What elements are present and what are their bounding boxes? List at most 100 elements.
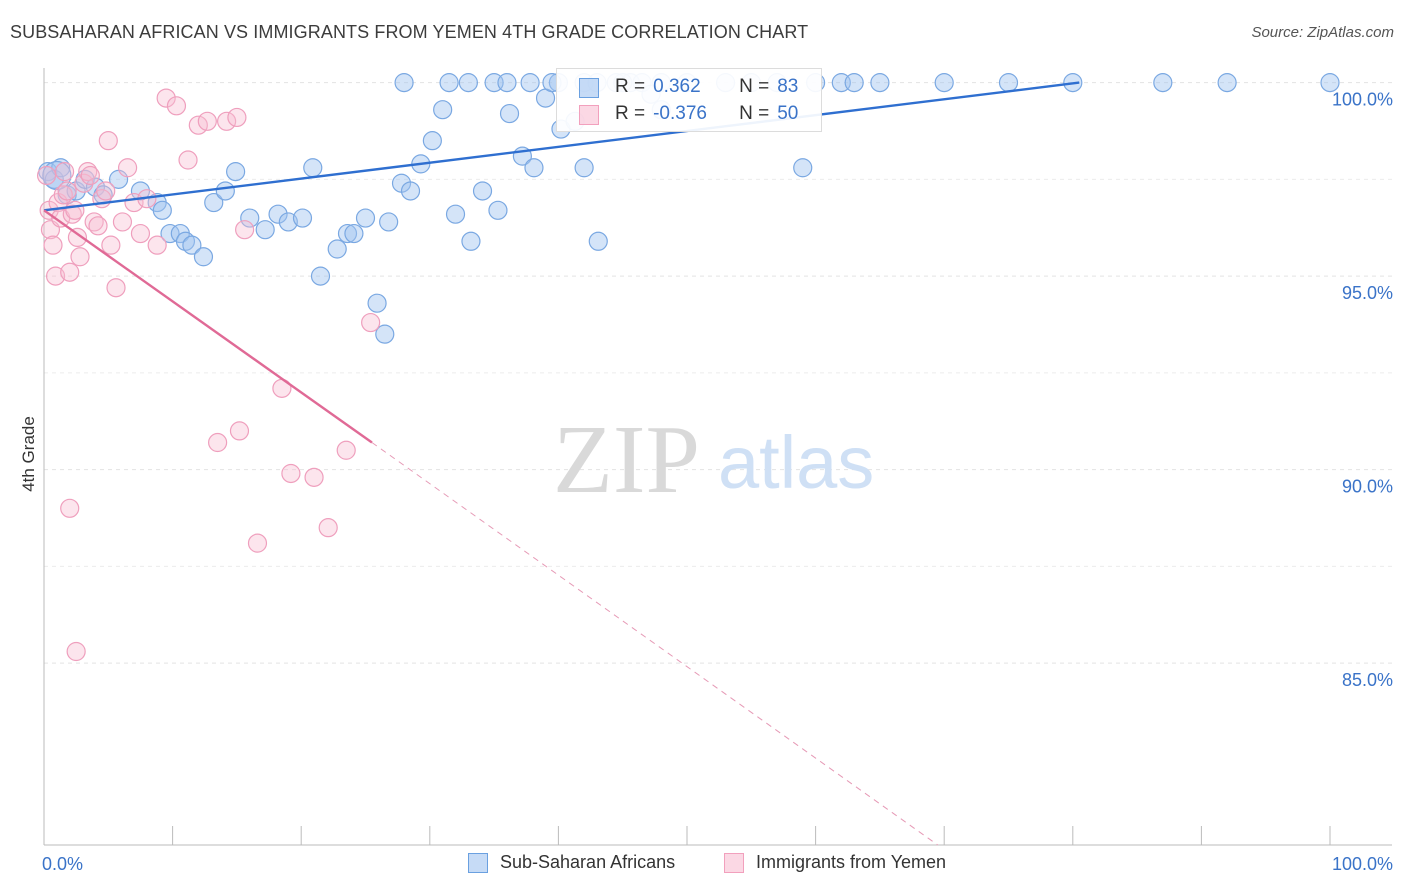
data-point xyxy=(182,235,202,255)
data-point xyxy=(84,212,104,232)
data-point xyxy=(112,212,133,232)
data-point xyxy=(166,96,187,116)
data-point xyxy=(43,235,63,255)
data-point xyxy=(36,165,57,186)
trend-line xyxy=(43,81,1080,212)
r-label: R = xyxy=(615,103,646,124)
data-point xyxy=(327,239,347,259)
grid-lines xyxy=(44,82,1392,664)
data-point xyxy=(235,220,255,240)
data-point xyxy=(160,223,180,244)
y-axis-title: 4th Grade xyxy=(19,416,38,492)
data-point xyxy=(439,73,459,93)
data-point xyxy=(394,73,414,93)
trend-line xyxy=(43,209,373,444)
data-point xyxy=(255,220,275,240)
data-point xyxy=(344,223,364,244)
data-point xyxy=(588,231,608,251)
series-yemen xyxy=(36,88,381,662)
legend-label: Sub-Saharan Africans xyxy=(500,852,676,872)
trend-lines xyxy=(43,81,1080,846)
data-point xyxy=(844,73,864,93)
chart-title: SUBSAHARAN AFRICAN VS IMMIGRANTS FROM YE… xyxy=(10,22,809,42)
data-point xyxy=(247,533,268,553)
data-point xyxy=(793,158,813,178)
data-point xyxy=(130,181,151,201)
data-point xyxy=(361,312,381,333)
legend-item-subsaharan: Sub-Saharan Africans xyxy=(468,852,675,873)
data-point xyxy=(66,641,86,662)
data-point xyxy=(106,278,126,298)
data-point xyxy=(240,208,260,228)
data-point xyxy=(74,173,94,193)
data-point xyxy=(499,103,520,124)
data-point xyxy=(278,212,298,232)
data-point xyxy=(80,165,100,186)
data-point xyxy=(524,158,544,178)
y-tick-label: 95.0% xyxy=(1342,283,1393,303)
data-point xyxy=(208,432,228,453)
data-point xyxy=(1217,73,1237,93)
stat-row-yemen: R = -0.376 N = 50 xyxy=(579,100,799,128)
stat-row-subsaharan: R = 0.362 N = 83 xyxy=(579,73,798,101)
data-point xyxy=(433,100,453,120)
data-point xyxy=(336,440,356,460)
data-point xyxy=(147,235,167,255)
data-point xyxy=(53,185,73,205)
correlation-stats-box: R = 0.362 N = 83 R = -0.376 N = 50 xyxy=(556,68,822,132)
data-point xyxy=(400,181,421,201)
data-point xyxy=(197,111,217,131)
data-point xyxy=(520,73,540,93)
data-point xyxy=(998,73,1019,93)
data-point xyxy=(488,200,508,220)
data-point xyxy=(57,181,77,201)
x-tick-label: 0.0% xyxy=(42,854,83,874)
data-point xyxy=(304,467,324,487)
data-point xyxy=(88,216,108,236)
data-point xyxy=(375,324,395,344)
data-point xyxy=(303,158,323,178)
x-tick-label: 100.0% xyxy=(1332,854,1393,874)
y-tick-label: 90.0% xyxy=(1342,477,1393,497)
data-point xyxy=(934,73,954,93)
data-point xyxy=(268,204,288,224)
data-point xyxy=(101,235,121,255)
data-point xyxy=(178,150,198,170)
data-points xyxy=(36,73,1340,662)
r-value: 0.362 xyxy=(653,76,701,97)
n-value: 50 xyxy=(777,103,799,124)
data-point xyxy=(574,158,594,178)
stat-swatch-pink xyxy=(579,105,599,125)
data-point xyxy=(130,223,151,244)
data-point xyxy=(117,158,138,178)
data-point xyxy=(60,498,80,518)
data-point xyxy=(458,73,478,93)
data-point xyxy=(85,177,106,197)
data-point xyxy=(310,266,331,286)
legend-label: Immigrants from Yemen xyxy=(756,852,947,872)
data-point xyxy=(1153,73,1173,93)
data-point xyxy=(281,463,301,484)
legend-swatch-pink xyxy=(724,852,744,873)
data-point xyxy=(60,262,80,282)
y-tick-label: 100.0% xyxy=(1332,90,1393,110)
data-point xyxy=(497,73,517,93)
y-tick-label: 85.0% xyxy=(1342,670,1393,690)
data-point xyxy=(193,247,214,267)
data-point xyxy=(1320,73,1340,93)
data-point xyxy=(229,421,250,441)
legend-swatch-blue xyxy=(468,852,488,873)
stat-swatch-blue xyxy=(579,78,599,98)
data-point xyxy=(337,223,358,244)
r-value: -0.376 xyxy=(653,103,707,124)
data-point xyxy=(318,518,338,538)
data-point xyxy=(70,247,90,267)
data-point xyxy=(445,204,466,224)
data-point xyxy=(227,107,247,128)
n-label: N = xyxy=(739,76,770,97)
data-point xyxy=(67,227,88,248)
data-point xyxy=(355,208,376,228)
data-point xyxy=(156,88,176,108)
source-label: Source: ZipAtlas.com xyxy=(1251,24,1394,41)
